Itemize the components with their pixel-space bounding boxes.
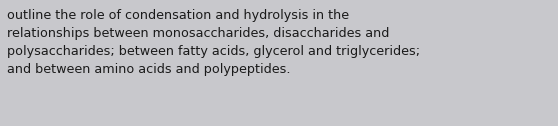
Text: outline the role of condensation and hydrolysis in the
relationships between mon: outline the role of condensation and hyd…	[7, 9, 420, 76]
